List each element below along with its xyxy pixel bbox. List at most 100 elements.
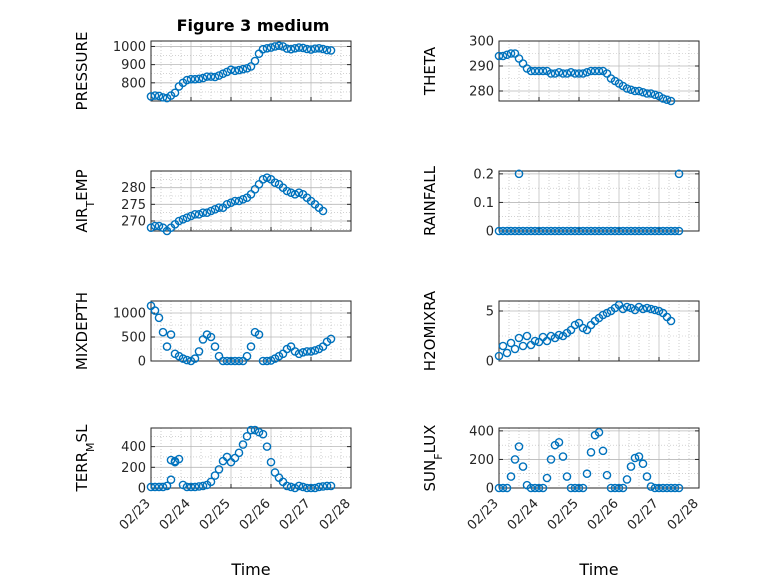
axes-box	[498, 300, 700, 362]
data-point	[302, 347, 312, 356]
y-tick-label: 800	[121, 76, 146, 91]
data-point	[282, 44, 292, 53]
data-point	[310, 44, 320, 53]
data-point	[206, 477, 216, 487]
data-point	[154, 91, 164, 101]
data-point	[554, 67, 564, 77]
data-point	[626, 226, 636, 236]
data-point	[546, 331, 556, 341]
data-point	[662, 226, 672, 236]
data-point	[498, 341, 508, 351]
data-point	[662, 95, 672, 105]
data-point	[538, 483, 548, 493]
data-point	[614, 226, 624, 236]
data-point	[162, 342, 172, 351]
data-point	[226, 65, 236, 75]
y-tick-label: 0	[486, 482, 494, 497]
data-point	[646, 304, 656, 314]
data-point	[526, 66, 536, 76]
subplot-rainfall: 0 0.1 0.2 RAINFALL	[421, 165, 700, 240]
y-axis-label: MIXDEPTH	[73, 292, 91, 370]
data-point	[262, 173, 272, 182]
data-point	[218, 69, 228, 79]
data-point	[534, 483, 544, 493]
data-point	[206, 332, 216, 342]
data-point	[174, 216, 184, 226]
data-point	[238, 440, 248, 449]
data-point	[242, 63, 252, 73]
data-point	[250, 56, 260, 66]
data-point	[190, 210, 200, 219]
data-point	[646, 226, 656, 236]
data-point	[154, 482, 164, 492]
data-point	[306, 483, 316, 493]
data-point	[298, 43, 308, 53]
data-point	[290, 190, 300, 199]
data-point	[658, 483, 668, 493]
data-point	[562, 472, 572, 481]
data-point	[502, 483, 512, 493]
data-point	[642, 303, 652, 313]
data-point	[630, 453, 640, 463]
data-point	[634, 452, 644, 461]
data-point	[622, 302, 632, 312]
data-point	[518, 341, 528, 351]
data-point	[294, 43, 304, 52]
data-point	[530, 226, 540, 236]
data-point	[234, 356, 244, 366]
data-point	[578, 323, 588, 333]
data-point	[606, 226, 616, 236]
data-point	[574, 69, 584, 78]
data-point	[570, 320, 580, 330]
data-point	[186, 74, 196, 84]
data-point	[646, 89, 656, 98]
data-point	[638, 226, 648, 236]
data-point	[166, 475, 176, 485]
x-tick-label: 02/27	[625, 496, 662, 533]
data-point	[654, 226, 664, 236]
data-point	[242, 431, 252, 441]
data-point	[194, 482, 204, 491]
data-point	[554, 226, 564, 236]
data-point	[310, 346, 320, 355]
data-point	[646, 482, 656, 491]
data-point	[634, 302, 644, 312]
data-point	[214, 351, 224, 361]
subplot-theta: 280 290 300 THETA	[421, 35, 700, 106]
data-point	[514, 333, 524, 343]
data-point	[150, 482, 160, 492]
data-point	[238, 195, 248, 204]
data-point	[650, 90, 660, 100]
data-point	[162, 481, 172, 491]
data-point	[510, 344, 520, 354]
data-point	[286, 44, 296, 54]
data-point	[618, 483, 628, 493]
data-point	[674, 226, 684, 236]
data-point	[314, 482, 324, 492]
data-point	[598, 310, 608, 320]
data-point	[586, 447, 596, 457]
data-point	[246, 342, 256, 351]
data-point	[254, 330, 264, 339]
data-point	[546, 455, 556, 464]
subplot-pressure: 800 900 1000 PRESSURE	[73, 32, 352, 110]
data-point	[546, 69, 556, 78]
y-tick-label: 1000	[113, 307, 146, 322]
data-point	[578, 483, 588, 493]
data-point	[670, 483, 680, 493]
data-point	[242, 351, 252, 361]
data-point	[506, 49, 516, 58]
data-point	[574, 226, 584, 236]
x-tick-label: 02/24	[157, 496, 194, 533]
data-point	[290, 43, 300, 53]
data-point	[526, 226, 536, 236]
data-point	[270, 178, 280, 187]
data-point	[654, 483, 664, 493]
data-point	[182, 213, 192, 222]
data-point	[298, 482, 308, 492]
data-point	[634, 226, 644, 236]
data-point	[318, 206, 328, 216]
data-point	[498, 51, 508, 61]
data-point	[226, 198, 236, 207]
data-point	[210, 471, 220, 480]
